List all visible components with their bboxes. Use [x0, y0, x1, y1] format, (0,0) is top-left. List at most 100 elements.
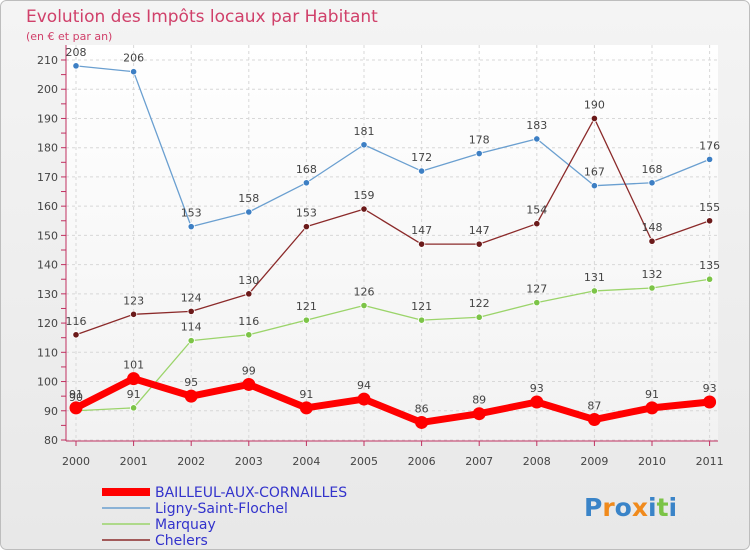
watermark-logo: Proxiti [584, 493, 677, 522]
data-label: 101 [123, 359, 144, 372]
data-point [72, 331, 80, 339]
data-label: 123 [123, 294, 144, 307]
svg-text:Proxiti: Proxiti [584, 493, 677, 522]
data-point [705, 155, 714, 163]
x-tick-label: 2010 [638, 455, 666, 468]
watermark-letter: o [615, 493, 632, 522]
data-label: 130 [238, 274, 259, 287]
data-point [299, 401, 313, 415]
data-label: 94 [357, 379, 371, 392]
data-label: 147 [469, 224, 490, 237]
x-tick-label: 2005 [350, 455, 378, 468]
data-label: 121 [411, 300, 432, 313]
data-label: 153 [181, 207, 202, 220]
chart-subtitle: (en € et par an) [26, 30, 112, 43]
data-point [245, 290, 253, 298]
x-tick-label: 2007 [465, 455, 493, 468]
data-point [360, 205, 368, 213]
data-label: 159 [354, 189, 375, 202]
plot-area [66, 45, 718, 441]
data-point [417, 167, 426, 175]
series-group [69, 62, 717, 429]
data-point [130, 68, 138, 76]
x-tick-label: 2009 [580, 455, 608, 468]
data-point [242, 377, 256, 391]
data-point [69, 401, 83, 415]
legend-label: Ligny-Saint-Flochel [155, 501, 288, 517]
x-tick-label: 2000 [62, 455, 90, 468]
data-point [187, 307, 195, 315]
data-point [357, 392, 371, 406]
data-point [648, 284, 656, 292]
legend-label: Chelers [155, 533, 208, 549]
data-point [590, 287, 599, 295]
data-point [360, 141, 368, 149]
legend-item-chelers: Chelers [102, 533, 208, 549]
data-point [302, 223, 310, 231]
data-point [533, 135, 541, 143]
data-label: 122 [469, 297, 490, 310]
data-label: 154 [526, 204, 547, 217]
data-point [648, 237, 656, 245]
data-point [417, 240, 426, 248]
data-label: 116 [238, 315, 259, 328]
series-bailleul-aux-cornailles [69, 372, 717, 429]
data-point [703, 395, 717, 409]
data-label: 87 [587, 400, 601, 413]
data-label: 176 [699, 139, 720, 152]
data-label: 91 [127, 388, 141, 401]
data-label: 167 [584, 166, 605, 179]
data-label: 168 [296, 163, 317, 176]
data-label: 172 [411, 151, 432, 164]
x-tick-label: 2004 [292, 455, 320, 468]
data-label: 181 [354, 125, 375, 138]
y-tick-label: 150 [37, 229, 58, 242]
x-tick-label: 2003 [235, 455, 263, 468]
watermark-letter: i [669, 493, 678, 522]
data-label: 208 [66, 46, 87, 59]
series-chelers [72, 114, 714, 339]
legend-item-marquay: Marquay [102, 517, 216, 533]
data-point [705, 275, 714, 283]
data-point [530, 395, 544, 409]
data-label: 178 [469, 134, 490, 147]
series-ligny-saint-flochel [72, 62, 714, 231]
y-tick-label: 130 [37, 288, 58, 301]
data-point [475, 149, 483, 158]
y-tick-label: 140 [37, 259, 58, 272]
data-label: 91 [645, 388, 659, 401]
watermark-letter: r [602, 493, 615, 522]
y-tick-label: 200 [37, 83, 58, 96]
data-label: 91 [299, 388, 313, 401]
data-label: 148 [642, 221, 663, 234]
data-label: 89 [472, 394, 486, 407]
y-tick-label: 90 [44, 405, 58, 418]
data-point [590, 182, 599, 190]
data-label: 93 [530, 382, 544, 395]
series-line-marquay [75, 278, 711, 412]
data-point [245, 331, 253, 339]
data-label: 183 [526, 119, 547, 132]
data-label: 116 [66, 315, 87, 328]
data-label: 121 [296, 300, 317, 313]
x-tick-label: 2008 [523, 455, 551, 468]
y-tick-label: 100 [37, 376, 58, 389]
data-label: 99 [242, 364, 256, 377]
y-tick-label: 190 [37, 112, 58, 125]
watermark-letter: t [657, 493, 669, 522]
data-label: 86 [415, 402, 429, 415]
data-point [472, 407, 486, 421]
data-point [590, 114, 599, 123]
x-tick-label: 2002 [177, 455, 205, 468]
y-tick-label: 210 [37, 54, 58, 67]
data-point [127, 372, 141, 386]
data-point [645, 401, 659, 415]
data-label: 206 [123, 52, 144, 65]
y-tick-label: 160 [37, 200, 58, 213]
series-line-chelers [75, 117, 711, 336]
data-label: 95 [184, 376, 198, 389]
data-point [187, 337, 195, 345]
axes: 8090100110120130140150160170180190200210… [37, 45, 724, 468]
